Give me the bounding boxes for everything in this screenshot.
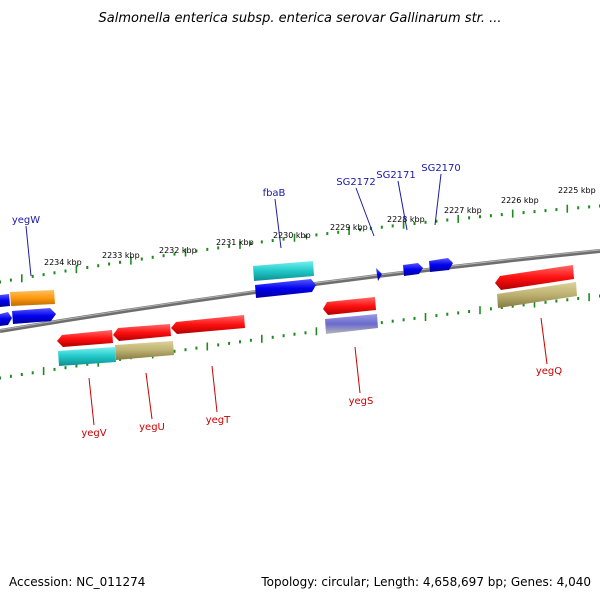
leader-line bbox=[25, 225, 32, 277]
gene-arrow-blue[interactable] bbox=[376, 268, 382, 281]
gene-arrow-red[interactable] bbox=[57, 330, 113, 347]
gene-label-sg2172[interactable]: SG2172 bbox=[336, 177, 376, 188]
genome-summary-text: Topology: circular; Length: 4,658,697 bp… bbox=[260, 575, 591, 589]
bottom-gene-labels: yegV yegU yegT yegS yegQ bbox=[81, 317, 562, 439]
gene-arrow-blue[interactable] bbox=[0, 294, 10, 307]
scale-labels: 2234 kbp 2233 kbp 2232 kbp 2231 kbp 2230… bbox=[44, 186, 596, 267]
gene-arrow-blue[interactable] bbox=[255, 279, 316, 298]
scale-label: 2225 kbp bbox=[558, 186, 596, 195]
gene-label-yegs[interactable]: yegS bbox=[349, 396, 374, 407]
gene-label-fbab[interactable]: fbaB bbox=[263, 188, 286, 199]
leader-line bbox=[354, 346, 361, 394]
scale-label: 2227 kbp bbox=[444, 206, 482, 215]
gene-label-yegv[interactable]: yegV bbox=[81, 428, 106, 439]
gene-arrow-red[interactable] bbox=[171, 315, 245, 334]
scale-label: 2234 kbp bbox=[44, 258, 82, 267]
gene-arrow-blue[interactable] bbox=[403, 263, 423, 276]
gene-label-sg2170[interactable]: SG2170 bbox=[421, 163, 461, 174]
leader-line bbox=[145, 372, 153, 420]
gene-label-yegw[interactable]: yegW bbox=[12, 215, 40, 226]
gene-label-yegq[interactable]: yegQ bbox=[536, 366, 562, 377]
scale-label: 2232 kbp bbox=[159, 246, 197, 255]
scale-label: 2233 kbp bbox=[102, 251, 140, 260]
outer-scale-ticks bbox=[0, 204, 600, 284]
gene-arrow-khaki[interactable] bbox=[115, 341, 174, 360]
leader-line bbox=[88, 377, 95, 426]
forward-strand-genes bbox=[0, 258, 453, 326]
gene-arrow-blue[interactable] bbox=[0, 312, 12, 326]
gene-arrow-red[interactable] bbox=[113, 324, 171, 341]
scale-label: 2226 kbp bbox=[501, 196, 539, 205]
map-title: Salmonella enterica subsp. enterica sero… bbox=[99, 11, 502, 26]
leader-line bbox=[434, 173, 442, 226]
gene-arrow-slate[interactable] bbox=[325, 314, 378, 334]
gene-arrow-orange[interactable] bbox=[10, 290, 55, 306]
leader-line bbox=[211, 365, 218, 413]
reverse-strand-genes bbox=[57, 265, 577, 366]
scale-label: 2228 kbp bbox=[387, 215, 425, 224]
gene-arrow-cyan[interactable] bbox=[58, 347, 116, 366]
gene-arrow-khaki[interactable] bbox=[497, 282, 577, 308]
scale-label: 2231 kbp bbox=[216, 238, 254, 247]
top-gene-labels: yegW fbaB SG2172 SG2171 SG2170 bbox=[12, 163, 461, 277]
leader-line bbox=[355, 187, 375, 237]
scale-label: 2230 kbp bbox=[273, 231, 311, 240]
gene-arrow-red[interactable] bbox=[495, 265, 574, 290]
gene-arrow-cyan[interactable] bbox=[253, 261, 314, 281]
leader-line bbox=[274, 198, 282, 249]
gene-label-sg2171[interactable]: SG2171 bbox=[376, 170, 416, 181]
scale-label: 2229 kbp bbox=[330, 223, 368, 232]
gene-arrow-blue[interactable] bbox=[12, 308, 56, 324]
gene-label-yegt[interactable]: yegT bbox=[206, 415, 231, 426]
leader-line bbox=[540, 317, 548, 365]
accession-text: Accession: NC_011274 bbox=[9, 575, 145, 589]
gene-label-yegu[interactable]: yegU bbox=[139, 422, 165, 433]
gene-arrow-red[interactable] bbox=[323, 297, 376, 315]
gene-arrow-blue[interactable] bbox=[429, 258, 453, 272]
leader-line bbox=[397, 180, 408, 231]
